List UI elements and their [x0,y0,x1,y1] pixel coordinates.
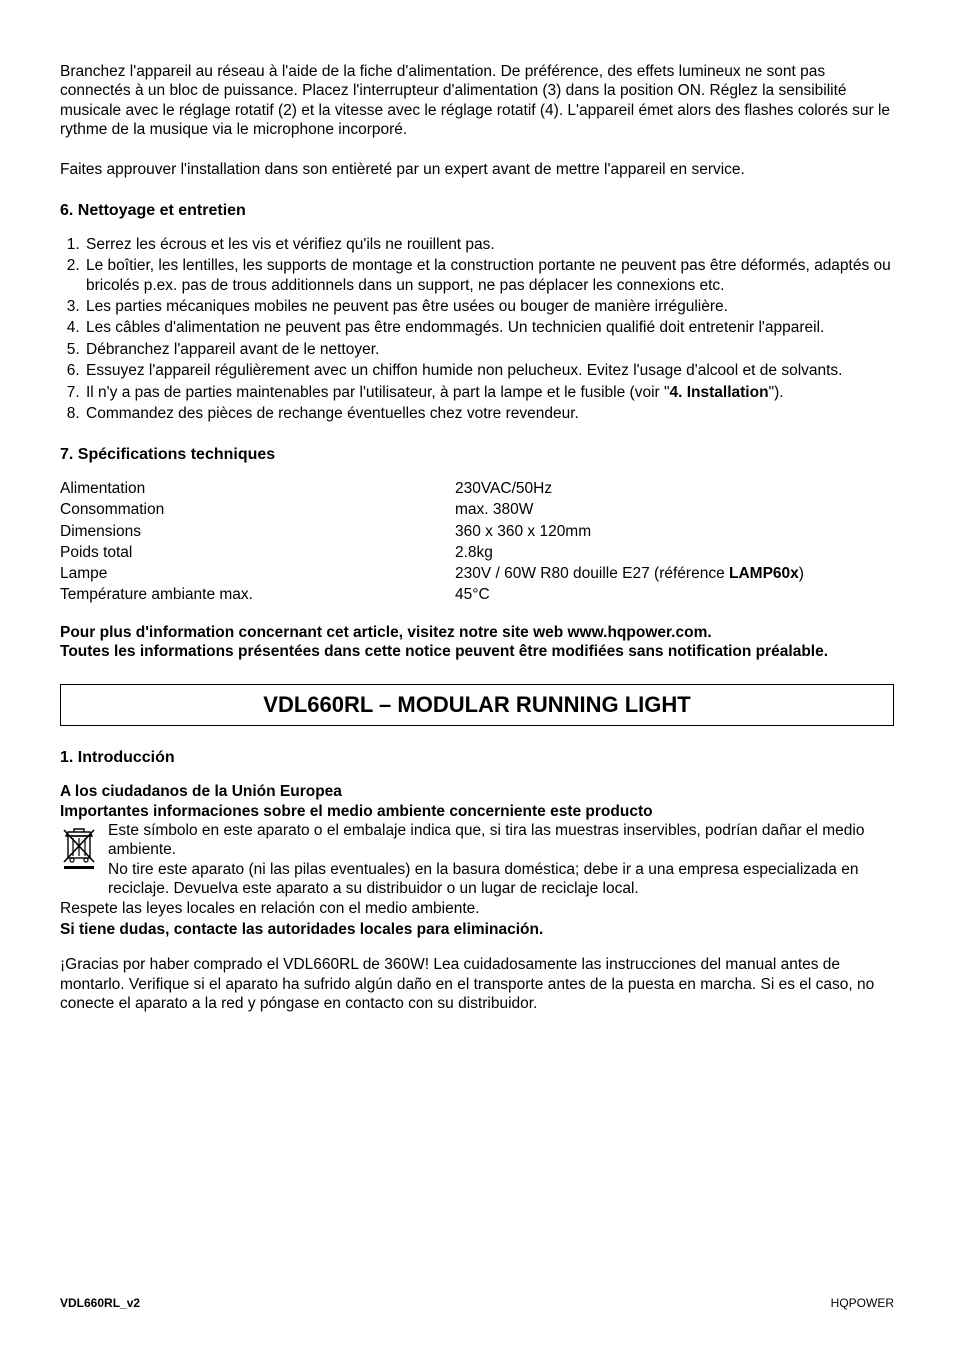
weee-paragraph-1: Este símbolo en este aparato o el embala… [108,822,864,858]
weee-text: Este símbolo en este aparato o el embala… [108,821,894,899]
intro-paragraph-1: Branchez l'appareil au réseau à l'aide d… [60,62,894,140]
weee-icon [60,822,98,870]
weee-paragraph-2: No tire este aparato (ni las pilas event… [108,861,858,897]
spec-value: 2.8kg [455,543,894,563]
list-item: Serrez les écrous et les vis et vérifiez… [84,235,894,254]
spec-label: Température ambiante max. [60,585,455,605]
spec-value: 230VAC/50Hz [455,479,894,499]
footer-left: VDL660RL_v2 [60,1296,140,1311]
env-info-heading: Importantes informaciones sobre el medio… [60,802,894,821]
spec-label: Consommation [60,500,455,520]
section-7-heading: 7. Spécifications techniques [60,445,894,465]
spec-label: Dimensions [60,522,455,542]
spec-table: Alimentation 230VAC/50Hz Consommation ma… [60,479,894,605]
list-item: Débranchez l'appareil avant de le nettoy… [84,340,894,359]
contact-authorities-line: Si tiene dudas, contacte las autoridades… [60,920,894,939]
notice-block: Pour plus d'information concernant cet a… [60,623,894,662]
notice-line-2: Toutes les informations présentées dans … [60,642,894,661]
spec-value: 230V / 60W R80 douille E27 (référence LA… [455,564,894,584]
intro-text-1: Branchez l'appareil au réseau à l'aide d… [60,62,894,140]
spacer [60,939,894,955]
list-item: Il n'y a pas de parties maintenables par… [84,383,894,402]
spec-label: Poids total [60,543,455,563]
intro-paragraph-2: Faites approuver l'installation dans son… [60,160,894,179]
weee-block: Este símbolo en este aparato o el embala… [60,821,894,899]
spec-value: max. 380W [455,500,894,520]
footer-right: HQPOWER [831,1296,894,1311]
spec-value: 45°C [455,585,894,605]
intro-text-2: Faites approuver l'installation dans son… [60,160,894,179]
thanks-paragraph: ¡Gracias por haber comprado el VDL660RL … [60,955,894,1013]
spec-value-post: ) [799,565,804,582]
env-respect-line: Respete las leyes locales en relación co… [60,899,894,918]
list-item: Commandez des pièces de rechange éventue… [84,404,894,423]
notice-line-1: Pour plus d'information concernant cet a… [60,623,894,642]
spec-value-pre: 230V / 60W R80 douille E27 (référence [455,565,729,582]
list-item-text: Il n'y a pas de parties maintenables par… [86,384,784,401]
spec-label: Alimentation [60,479,455,499]
maintenance-list: Serrez les écrous et les vis et vérifiez… [60,235,894,423]
section-1-heading: 1. Introducción [60,748,894,768]
spec-value-bold: LAMP60x [729,565,799,582]
spec-label: Lampe [60,564,455,584]
eu-citizens-heading: A los ciudadanos de la Unión Europea [60,782,894,801]
list-item: Les câbles d'alimentation ne peuvent pas… [84,318,894,337]
list-item: Les parties mécaniques mobiles ne peuven… [84,297,894,316]
list-item: Essuyez l'appareil régulièrement avec un… [84,361,894,380]
section-6-heading: 6. Nettoyage et entretien [60,201,894,221]
spec-value: 360 x 360 x 120mm [455,522,894,542]
list-item: Le boîtier, les lentilles, les supports … [84,256,894,295]
page-footer: VDL660RL_v2 HQPOWER [60,1296,894,1311]
product-title-box: VDL660RL – MODULAR RUNNING LIGHT [60,684,894,727]
